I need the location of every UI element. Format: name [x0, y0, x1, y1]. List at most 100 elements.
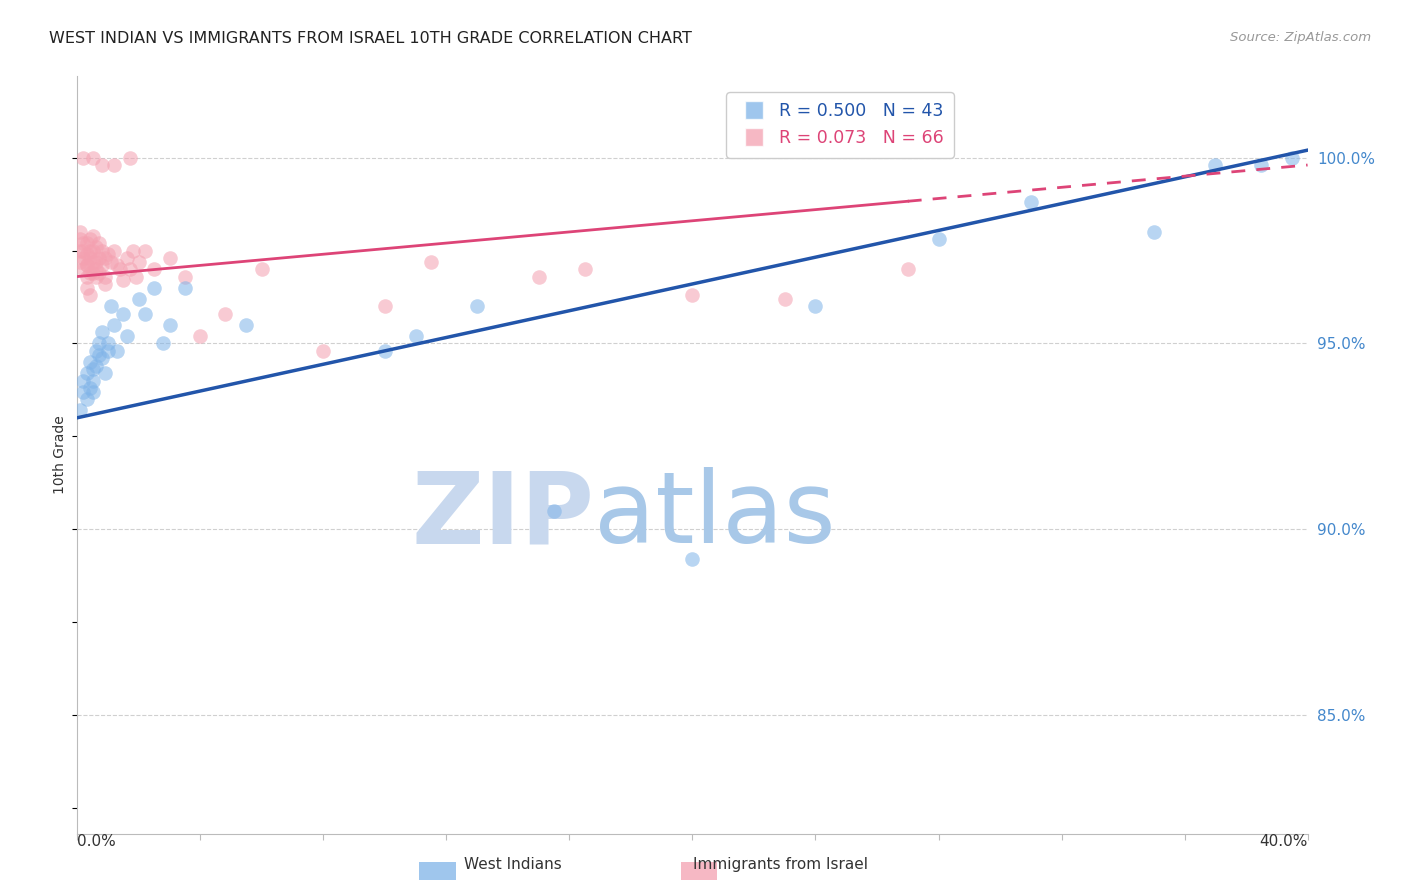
Point	[527, 269, 550, 284]
Point	[110, 262, 132, 277]
Point	[1204, 158, 1226, 172]
Point	[82, 228, 104, 243]
Point	[72, 262, 94, 277]
Point	[773, 292, 796, 306]
Text: West Indians: West Indians	[464, 857, 562, 872]
Legend: R = 0.500   N = 43, R = 0.073   N = 66: R = 0.500 N = 43, R = 0.073 N = 66	[727, 92, 953, 158]
Point	[87, 266, 110, 280]
Point	[90, 244, 114, 258]
Point	[82, 244, 104, 258]
Point	[103, 244, 125, 258]
Point	[235, 318, 257, 332]
Point	[79, 244, 101, 258]
Point	[72, 384, 94, 399]
Point	[79, 266, 101, 280]
Text: 0.0%: 0.0%	[77, 834, 117, 849]
Point	[82, 254, 104, 268]
Point	[97, 247, 120, 261]
Point	[94, 277, 117, 291]
Point	[682, 552, 704, 566]
Point	[112, 273, 135, 287]
Point	[84, 359, 107, 373]
Point	[118, 151, 141, 165]
Point	[897, 262, 920, 277]
Point	[574, 262, 596, 277]
Point	[159, 251, 181, 265]
Point	[82, 374, 104, 388]
Point	[84, 343, 107, 358]
Point	[105, 258, 128, 272]
Point	[94, 269, 117, 284]
Point	[79, 251, 101, 265]
Point	[928, 232, 950, 246]
Point	[105, 343, 128, 358]
Point	[125, 269, 148, 284]
Point	[76, 258, 98, 272]
Point	[159, 318, 181, 332]
Point	[79, 288, 101, 302]
Point	[94, 366, 117, 380]
Point	[90, 325, 114, 339]
Point	[152, 336, 174, 351]
Point	[405, 329, 427, 343]
Point	[72, 244, 94, 258]
Point	[682, 288, 704, 302]
Point	[465, 299, 488, 313]
Point	[1019, 195, 1042, 210]
Point	[84, 269, 107, 284]
Point	[69, 225, 91, 239]
Point	[1281, 151, 1303, 165]
Point	[100, 299, 122, 313]
Point	[112, 307, 135, 321]
Point	[250, 262, 273, 277]
Point	[90, 258, 114, 272]
Point	[84, 262, 107, 277]
Point	[312, 343, 335, 358]
Point	[128, 254, 150, 268]
Point	[72, 251, 94, 265]
Point	[121, 244, 143, 258]
Point	[82, 266, 104, 280]
Point	[76, 235, 98, 250]
Point	[76, 258, 98, 272]
Point	[84, 254, 107, 268]
Point	[76, 280, 98, 294]
Point	[90, 158, 114, 172]
Point	[79, 381, 101, 395]
Point	[76, 247, 98, 261]
Point	[87, 251, 110, 265]
Point	[115, 251, 138, 265]
Point	[128, 292, 150, 306]
Point	[87, 336, 110, 351]
Point	[94, 251, 117, 265]
Text: atlas: atlas	[595, 467, 835, 564]
Point	[143, 262, 166, 277]
Point	[103, 318, 125, 332]
Point	[79, 355, 101, 369]
Point	[97, 336, 120, 351]
Point	[69, 244, 91, 258]
Point	[134, 307, 156, 321]
Point	[76, 392, 98, 406]
Point	[69, 232, 91, 246]
Point	[90, 351, 114, 366]
Point	[174, 269, 197, 284]
Point	[188, 329, 212, 343]
Point	[79, 232, 101, 246]
Point	[420, 254, 443, 268]
Point	[82, 362, 104, 376]
Point	[76, 366, 98, 380]
Text: Immigrants from Israel: Immigrants from Israel	[693, 857, 868, 872]
Text: WEST INDIAN VS IMMIGRANTS FROM ISRAEL 10TH GRADE CORRELATION CHART: WEST INDIAN VS IMMIGRANTS FROM ISRAEL 10…	[49, 31, 692, 46]
Text: Source: ZipAtlas.com: Source: ZipAtlas.com	[1230, 31, 1371, 45]
Point	[87, 235, 110, 250]
Point	[804, 299, 827, 313]
Point	[82, 151, 104, 165]
Point	[214, 307, 236, 321]
Y-axis label: 10th Grade: 10th Grade	[53, 416, 67, 494]
Point	[118, 262, 141, 277]
Point	[72, 374, 94, 388]
Point	[134, 244, 156, 258]
Point	[103, 158, 125, 172]
Text: ZIP: ZIP	[411, 467, 595, 564]
